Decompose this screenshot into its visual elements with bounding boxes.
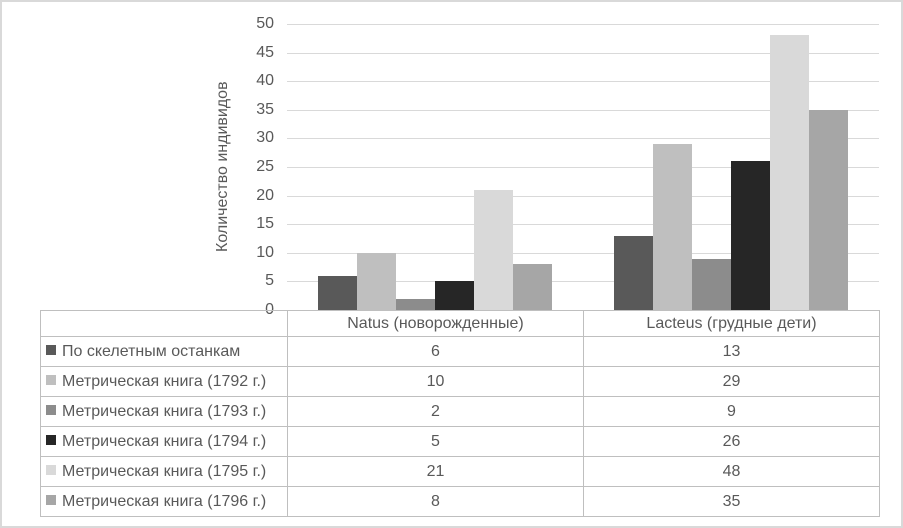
- y-tick-label-35: 35: [256, 101, 274, 118]
- chart-data-table: Natus (новорожденные) Lacteus (грудные де…: [40, 310, 880, 517]
- value-cell-s0-c1: 13: [583, 336, 880, 367]
- bar-series2-cat0: [396, 299, 435, 310]
- series-label-cell-5: Метрическая книга (1796 г.): [40, 486, 288, 517]
- gridline-30: [287, 138, 879, 139]
- bar-series2-cat1: [692, 259, 731, 310]
- gridline-35: [287, 110, 879, 111]
- gridline-10: [287, 253, 879, 254]
- value-cell-s3-c0: 5: [287, 426, 584, 457]
- bar-series5-cat0: [513, 264, 552, 310]
- bar-series0-cat0: [318, 276, 357, 310]
- category-group-1: [583, 24, 879, 310]
- y-tick-label-0: 0: [265, 301, 274, 318]
- table-row-series3: Метрическая книга (1794 г.) 5 26: [40, 426, 880, 457]
- value-cell-s4-c1: 48: [583, 456, 880, 487]
- value-cell-s4-c0: 21: [287, 456, 584, 487]
- table-row-series4: Метрическая книга (1795 г.) 21 48: [40, 456, 880, 487]
- gridline-45: [287, 53, 879, 54]
- y-tick-label-40: 40: [256, 72, 274, 89]
- table-row-series2: Метрическая книга (1793 г.) 2 9: [40, 396, 880, 427]
- gridline-5: [287, 281, 879, 282]
- bar-series1-cat0: [357, 253, 396, 310]
- value-cell-s3-c1: 26: [583, 426, 880, 457]
- bar-series4-cat1: [770, 35, 809, 310]
- legend-swatch-icon: [46, 465, 56, 476]
- y-tick-label-10: 10: [256, 244, 274, 261]
- gridline-20: [287, 196, 879, 197]
- value-cell-s2-c1: 9: [583, 396, 880, 427]
- y-tick-label-15: 15: [256, 215, 274, 232]
- legend-swatch-icon: [46, 495, 56, 506]
- legend-swatch-icon: [46, 375, 56, 386]
- y-tick-label-45: 45: [256, 44, 274, 61]
- gridline-40: [287, 81, 879, 82]
- legend-swatch-icon: [46, 345, 56, 356]
- value-cell-s5-c0: 8: [287, 486, 584, 517]
- y-tick-label-50: 50: [256, 15, 274, 32]
- legend-swatch-icon: [46, 435, 56, 446]
- bar-series0-cat1: [614, 236, 653, 310]
- gridline-50: [287, 24, 879, 25]
- plot-area: [287, 24, 879, 310]
- y-tick-label-30: 30: [256, 129, 274, 146]
- y-tick-label-5: 5: [265, 272, 274, 289]
- gridline-15: [287, 224, 879, 225]
- bar-series3-cat0: [435, 281, 474, 310]
- table-header-row: Natus (новорожденные) Lacteus (грудные де…: [40, 310, 880, 337]
- value-cell-s1-c0: 10: [287, 366, 584, 397]
- category-header-0: Natus (новорожденные): [287, 310, 584, 337]
- bar-series4-cat0: [474, 190, 513, 310]
- value-cell-s0-c0: 6: [287, 336, 584, 367]
- table-row-series0: По скелетным останкам 6 13: [40, 336, 880, 367]
- y-tick-label-25: 25: [256, 158, 274, 175]
- gridline-25: [287, 167, 879, 168]
- category-header-1: Lacteus (грудные дети): [583, 310, 880, 337]
- legend-swatch-icon: [46, 405, 56, 416]
- y-tick-label-20: 20: [256, 187, 274, 204]
- series-label-cell-2: Метрическая книга (1793 г.): [40, 396, 288, 427]
- bar-series3-cat1: [731, 161, 770, 310]
- table-row-series5: Метрическая книга (1796 г.) 8 35: [40, 486, 880, 517]
- value-cell-s1-c1: 29: [583, 366, 880, 397]
- category-group-0: [287, 24, 583, 310]
- table-corner-cell: [40, 310, 288, 337]
- series-label-cell-0: По скелетным останкам: [40, 336, 288, 367]
- table-row-series1: Метрическая книга (1792 г.) 10 29: [40, 366, 880, 397]
- series-label-cell-3: Метрическая книга (1794 г.): [40, 426, 288, 457]
- value-cell-s2-c0: 2: [287, 396, 584, 427]
- series-label-cell-1: Метрическая книга (1792 г.): [40, 366, 288, 397]
- bar-series1-cat1: [653, 144, 692, 310]
- bar-series5-cat1: [809, 110, 848, 310]
- value-cell-s5-c1: 35: [583, 486, 880, 517]
- series-label-cell-4: Метрическая книга (1795 г.): [40, 456, 288, 487]
